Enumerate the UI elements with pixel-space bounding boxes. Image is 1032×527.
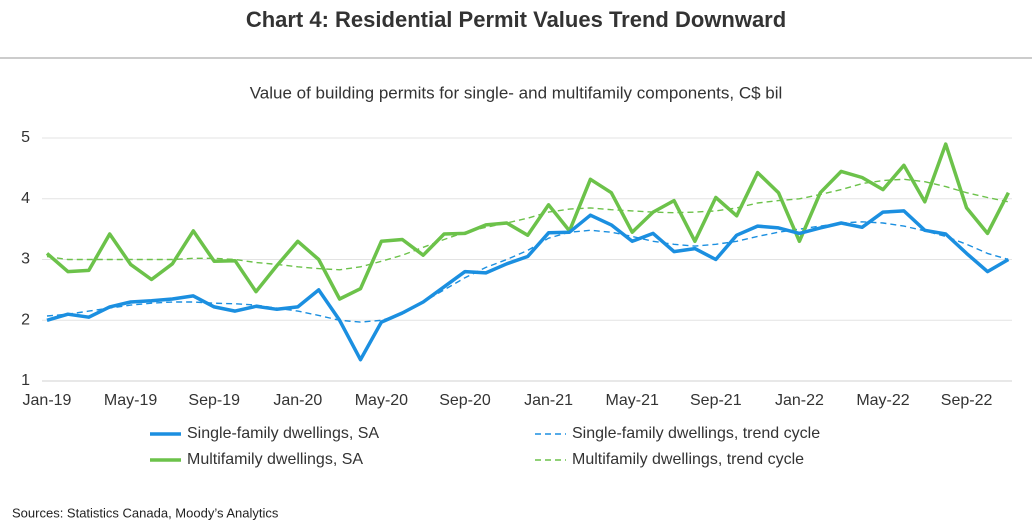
y-tick-label: 3 bbox=[21, 251, 30, 268]
x-tick-label: May-22 bbox=[856, 392, 909, 409]
legend-label: Multifamily dwellings, trend cycle bbox=[572, 451, 804, 468]
series-line bbox=[46, 178, 1009, 271]
source-note: Sources: Statistics Canada, Moody’s Anal… bbox=[12, 505, 279, 520]
legend-label: Single-family dwellings, SA bbox=[187, 425, 379, 442]
legend-label: Single-family dwellings, trend cycle bbox=[572, 425, 820, 442]
chart-subtitle: Value of building permits for single- an… bbox=[250, 83, 783, 102]
x-tick-label: Jan-19 bbox=[23, 392, 72, 409]
x-tick-label: Sep-21 bbox=[690, 392, 742, 409]
x-tick-label: Sep-20 bbox=[439, 392, 491, 409]
chart-title: Chart 4: Residential Permit Values Trend… bbox=[246, 7, 786, 32]
y-tick-label: 4 bbox=[21, 190, 30, 207]
x-tick-label: Sep-22 bbox=[941, 392, 993, 409]
x-tick-label: May-21 bbox=[606, 392, 659, 409]
x-tick-label: Jan-22 bbox=[775, 392, 824, 409]
legend-label: Multifamily dwellings, SA bbox=[187, 451, 363, 468]
y-tick-label: 5 bbox=[21, 129, 30, 146]
series-line bbox=[46, 209, 1010, 362]
x-tick-label: Jan-20 bbox=[273, 392, 322, 409]
series-line bbox=[45, 142, 1010, 301]
x-tick-label: Jan-21 bbox=[524, 392, 573, 409]
x-tick-label: May-20 bbox=[355, 392, 408, 409]
x-tick-label: Sep-19 bbox=[188, 392, 240, 409]
x-tick-label: May-19 bbox=[104, 392, 157, 409]
y-tick-label: 2 bbox=[21, 311, 30, 328]
y-tick-label: 1 bbox=[21, 372, 30, 389]
